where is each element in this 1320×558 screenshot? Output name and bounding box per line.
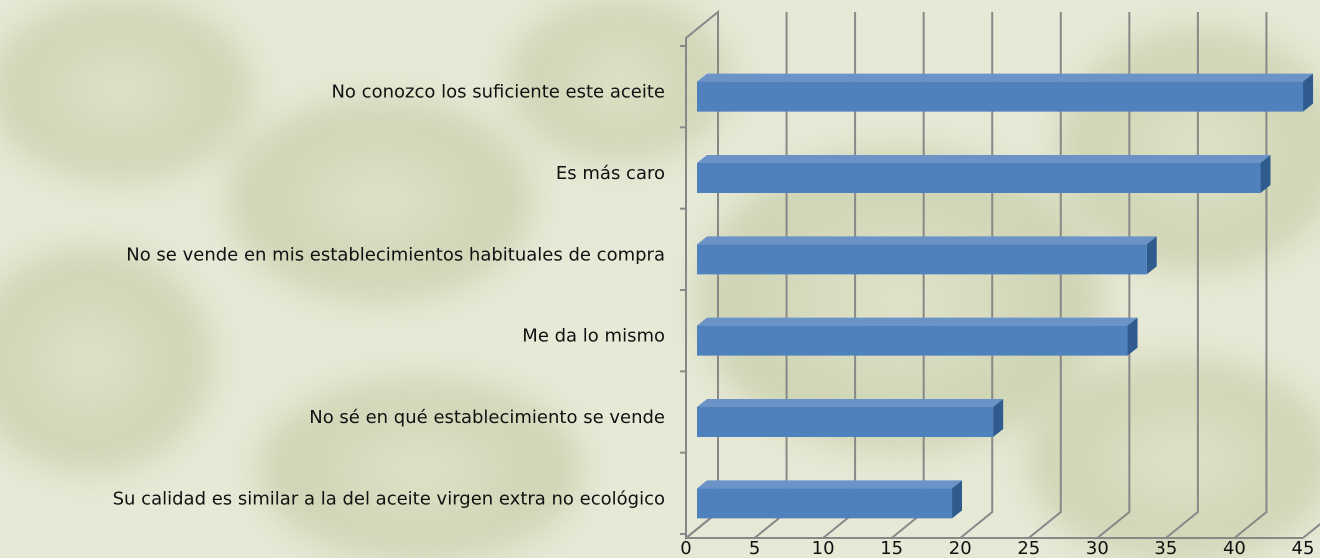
bar-face (1260, 155, 1271, 193)
y-tick-label: No sé en qué establecimiento se vende (309, 407, 665, 428)
bar-face (697, 480, 963, 489)
bar-face (697, 399, 1004, 407)
y-tick-label: No conozco los suficiente este aceite (331, 82, 665, 103)
y-tick-label: Es más caro (556, 163, 665, 184)
y-tick-label: Su calidad es similar a la del aceite vi… (113, 488, 665, 509)
bar-face (697, 407, 994, 437)
x-tick-label: 25 (1017, 538, 1040, 558)
bar (697, 73, 1314, 112)
bar (697, 399, 1004, 437)
bar-face (1303, 73, 1314, 112)
y-tick-label: No se vende en mis establecimientos habi… (126, 244, 665, 265)
x-tick-label: 5 (749, 538, 760, 558)
bar-face (697, 81, 1304, 112)
bar-face (697, 155, 1271, 163)
bar-face (697, 73, 1314, 82)
bar-face (697, 488, 953, 519)
bar (697, 236, 1157, 275)
bar-face (697, 325, 1128, 356)
x-tick-label: 10 (812, 538, 835, 558)
bar-face (697, 236, 1157, 245)
x-tick-label: 20 (949, 538, 972, 558)
bar-face (952, 480, 963, 519)
x-tick-label: 35 (1154, 538, 1177, 558)
bar-face (1146, 236, 1157, 275)
x-tick-label: 0 (680, 538, 691, 558)
bar-face (1127, 317, 1138, 356)
x-tick-label: 15 (880, 538, 903, 558)
bar-face (697, 317, 1138, 326)
bar-face (697, 163, 1261, 193)
bar-face (697, 244, 1147, 275)
x-tick-label: 30 (1086, 538, 1109, 558)
grid-line (1302, 522, 1320, 539)
y-tick-label: Me da lo mismo (522, 326, 665, 347)
bar-face (993, 399, 1004, 437)
bar (697, 317, 1138, 356)
x-tick-label: 45 (1292, 538, 1315, 558)
bar (697, 480, 963, 519)
bar (697, 155, 1271, 193)
x-tick-label: 40 (1223, 538, 1246, 558)
